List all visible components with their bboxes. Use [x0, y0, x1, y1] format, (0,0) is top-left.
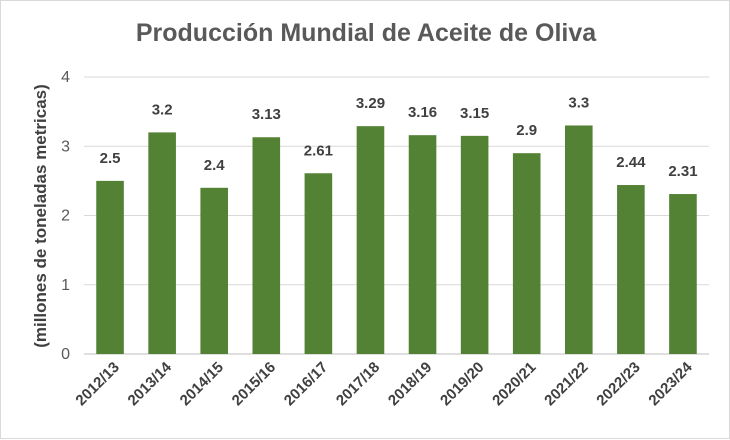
data-labels: 2.5 3.2 2.4 3.13 2.61 3.29 3.16 3.15 2.9 3.3 2.44 2…: [100, 94, 698, 180]
x-tick-label: 2012/13: [72, 359, 122, 409]
x-tick-label: 2023/24: [645, 358, 696, 409]
data-label: 3.15: [460, 105, 489, 122]
x-tick-label: 2015/16: [229, 359, 279, 409]
data-label: 2.44: [616, 154, 646, 171]
x-tick-label: 2017/18: [333, 359, 383, 409]
data-label: 3.13: [252, 106, 281, 123]
y-ticks: 0 1 2 3 4: [61, 69, 70, 363]
bar: [460, 135, 489, 354]
x-tick-label: 2018/19: [385, 359, 435, 409]
bar: [200, 187, 229, 354]
data-label: 3.3: [568, 94, 589, 111]
data-label: 2.4: [204, 157, 226, 174]
y-tick-label: 0: [61, 346, 70, 363]
bar: [148, 132, 176, 354]
data-label: 3.2: [152, 101, 173, 118]
bar: [408, 135, 437, 354]
bar: [669, 194, 697, 354]
y-tick-label: 4: [61, 69, 70, 86]
gridlines: [84, 76, 709, 355]
bar: [564, 125, 593, 354]
y-tick-label: 3: [61, 138, 70, 155]
y-tick-label: 1: [61, 277, 70, 294]
bar: [96, 180, 124, 354]
x-tick-label: 2022/23: [593, 359, 643, 409]
x-tick-label: 2014/15: [177, 359, 227, 409]
bar: [617, 185, 645, 354]
chart-title: Producción Mundial de Aceite de Oliva: [135, 19, 597, 47]
x-tick-label: 2020/21: [489, 359, 539, 409]
x-tick-label: 2019/20: [437, 359, 487, 409]
y-tick-label: 2: [61, 208, 70, 225]
x-tick-label: 2021/22: [541, 359, 591, 409]
x-ticks: 2012/13 2013/14 2014/15 2015/16 2016/17 2017/…: [72, 358, 696, 409]
bar: [512, 153, 541, 354]
data-label: 3.29: [356, 95, 385, 112]
bar: [252, 137, 281, 354]
data-label: 2.5: [100, 150, 121, 167]
bars: [96, 125, 697, 354]
data-label: 3.16: [408, 104, 437, 121]
bar: [304, 173, 333, 354]
x-tick-label: 2013/14: [125, 358, 176, 409]
data-label: 2.31: [668, 163, 697, 180]
data-label: 2.9: [516, 122, 537, 139]
x-tick-label: 2016/17: [281, 359, 331, 409]
data-label: 2.61: [304, 142, 333, 159]
bar: [356, 126, 385, 354]
